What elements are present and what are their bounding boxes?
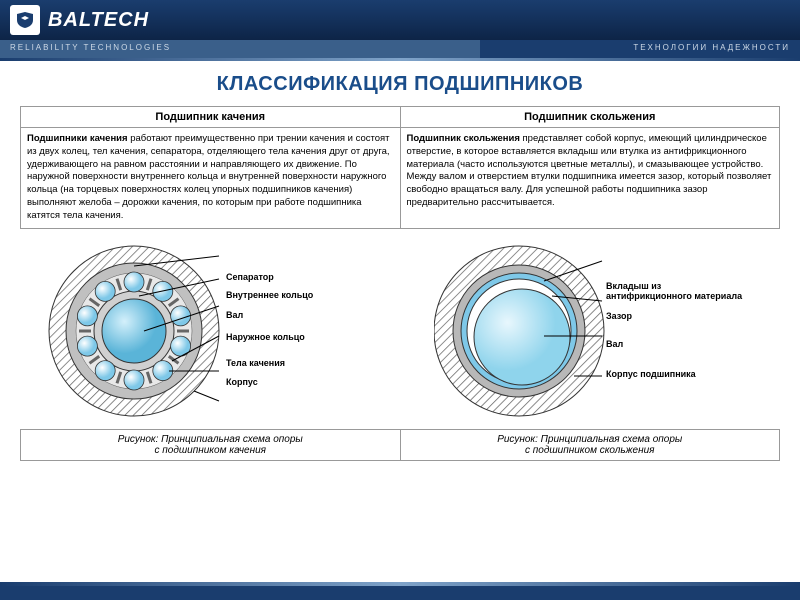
footer-bar [0, 586, 800, 600]
plain-bearing-svg [434, 241, 624, 421]
brand-name: BALTECH [48, 9, 149, 32]
caption-table: Рисунок: Принципиальная схема опорыс под… [20, 429, 780, 461]
description-table: Подшипник качения Подшипник скольжения П… [20, 106, 780, 229]
sub-right-text: ТЕХНОЛОГИИ НАДЕЖНОСТИ [480, 40, 800, 58]
cell-2: Подшипник скольжения представляет собой … [400, 128, 780, 229]
lbl-shaft2: Вал [606, 340, 746, 350]
sub-left-text: RELIABILITY TECHNOLOGIES [0, 40, 480, 58]
cap1b: с подшипником качения [155, 445, 266, 456]
cell-2-text: представляет собой корпус, имеющий цилин… [407, 133, 772, 208]
lbl-shaft: Вал [226, 311, 376, 321]
lbl-rolling-elements: Тела качения [226, 359, 376, 369]
lbl-gap: Зазор [606, 312, 746, 322]
cell-1-bold: Подшипники качения [27, 133, 128, 144]
cell-2-bold: Подшипник скольжения [407, 133, 520, 144]
lbl-outer-ring: Наружное кольцо [226, 333, 376, 343]
rolling-labels: Сепаратор Внутреннее кольцо Вал Наружное… [226, 269, 376, 392]
diagram-plain: Вкладыш из антифрикционного материала За… [410, 241, 770, 421]
cell-1: Подшипники качения работают преимуществе… [21, 128, 401, 229]
lbl-separator: Сепаратор [226, 273, 376, 283]
content: Подшипник качения Подшипник скольжения П… [0, 106, 800, 461]
cell-1-text: работают преимущественно при трении каче… [27, 133, 390, 221]
lbl-housing2: Корпус подшипника [606, 370, 746, 380]
cap2b: с подшипником скольжения [525, 445, 655, 456]
col-header-2: Подшипник скольжения [400, 107, 780, 128]
plain-labels: Вкладыш из антифрикционного материала За… [606, 278, 746, 383]
diagrams-row: Сепаратор Внутреннее кольцо Вал Наружное… [20, 241, 780, 421]
diagram-rolling: Сепаратор Внутреннее кольцо Вал Наружное… [30, 241, 390, 421]
footer [0, 582, 800, 600]
caption-1: Рисунок: Принципиальная схема опорыс под… [21, 429, 401, 460]
page-title: КЛАССИФИКАЦИЯ ПОДШИПНИКОВ [0, 61, 800, 106]
col-header-1: Подшипник качения [21, 107, 401, 128]
cap1a: Рисунок: Принципиальная схема опоры [118, 434, 303, 445]
sub-header: RELIABILITY TECHNOLOGIES ТЕХНОЛОГИИ НАДЕ… [0, 40, 800, 58]
rolling-bearing-svg [44, 241, 244, 421]
lbl-housing: Корпус [226, 378, 376, 388]
lbl-liner: Вкладыш из антифрикционного материала [606, 282, 746, 302]
header-bar: BALTECH [0, 0, 800, 40]
logo-icon [10, 5, 40, 35]
lbl-inner-ring: Внутреннее кольцо [226, 291, 376, 301]
caption-2: Рисунок: Принципиальная схема опорыс под… [400, 429, 780, 460]
cap2a: Рисунок: Принципиальная схема опоры [497, 434, 682, 445]
